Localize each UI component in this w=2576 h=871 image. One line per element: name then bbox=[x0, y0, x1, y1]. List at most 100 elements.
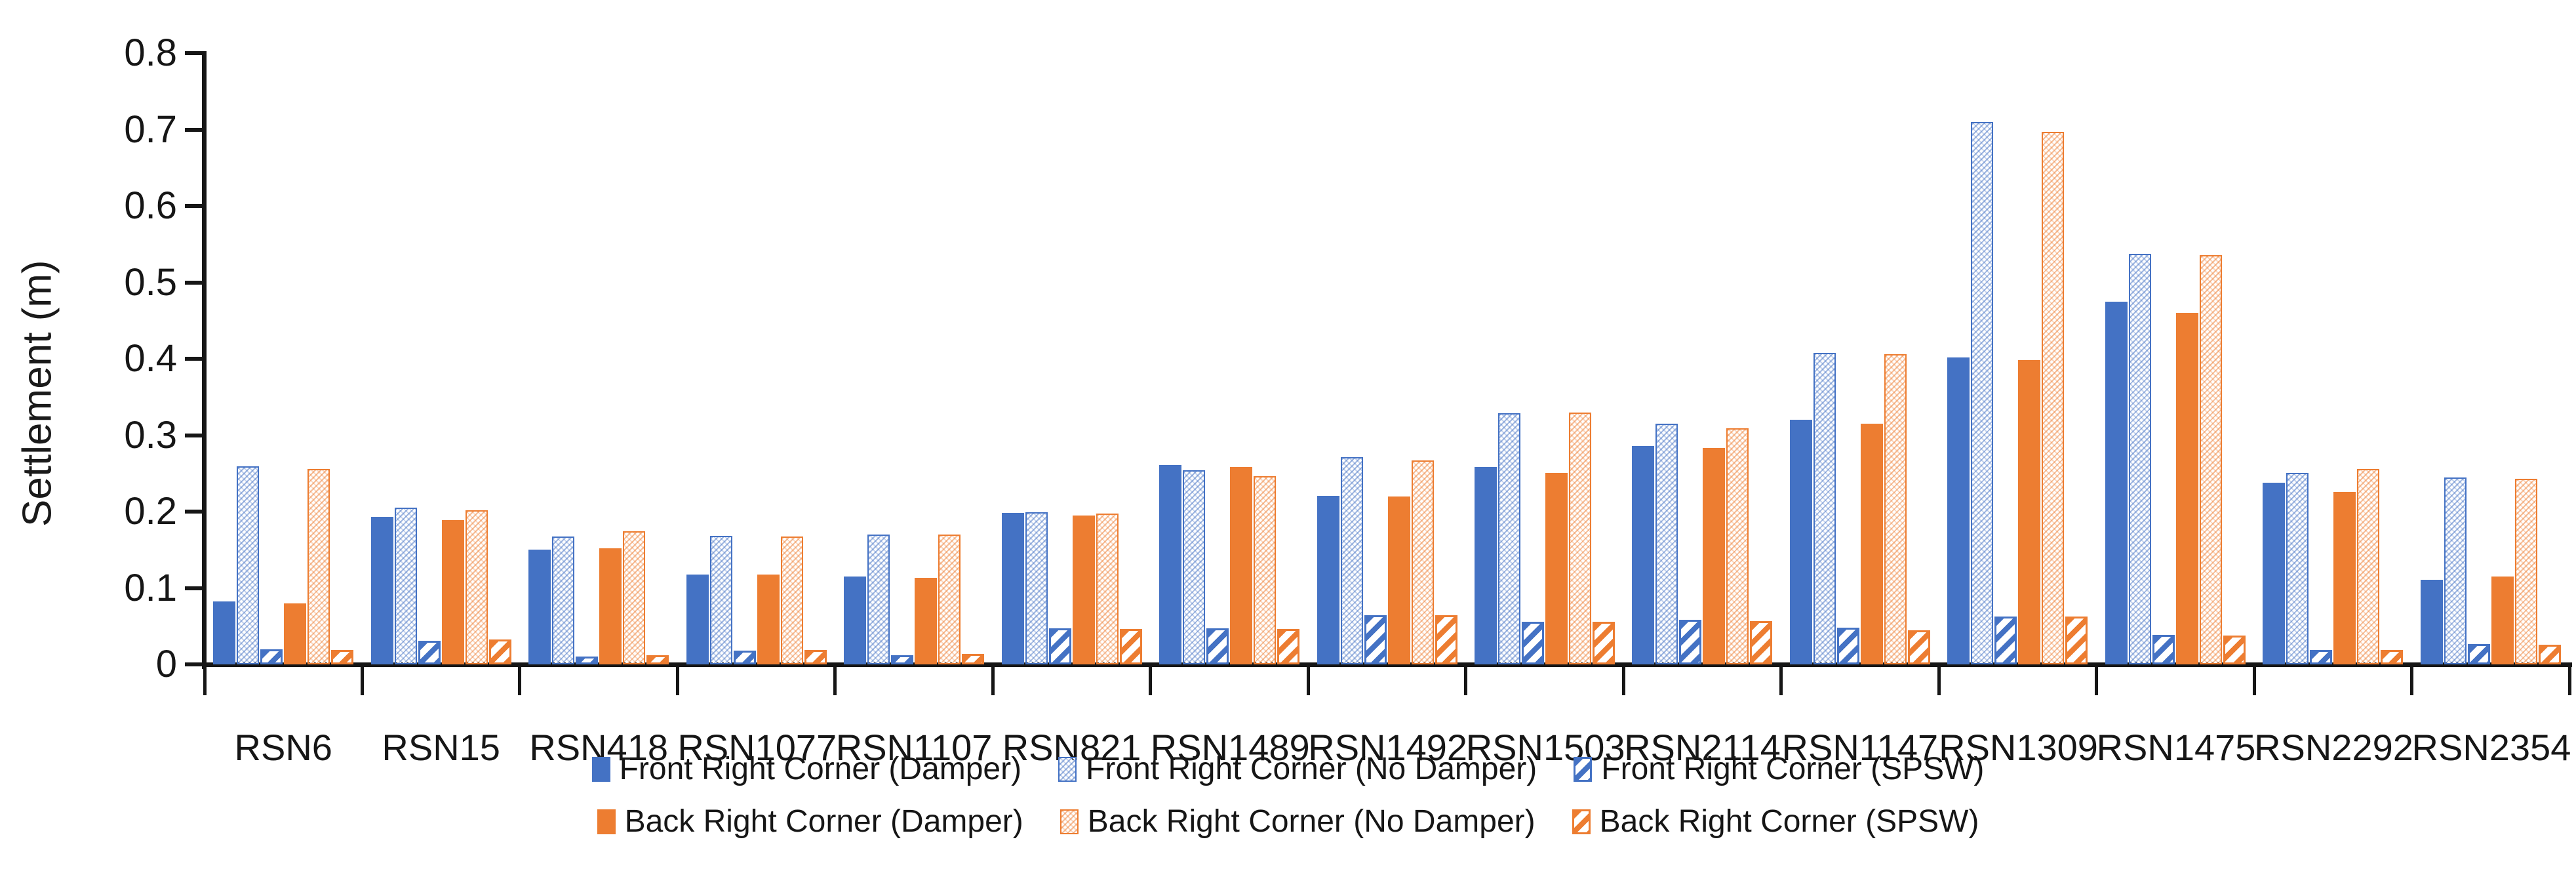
legend: Front Right Corner (Damper) Front Right C… bbox=[0, 752, 2576, 840]
bar bbox=[686, 575, 709, 664]
bar bbox=[1388, 496, 1410, 664]
y-axis-tick bbox=[185, 662, 202, 666]
bar bbox=[2310, 650, 2332, 664]
x-axis-tick bbox=[1779, 666, 1783, 695]
bar bbox=[1025, 512, 1048, 664]
x-axis-tick bbox=[1306, 666, 1310, 695]
bar bbox=[1522, 622, 1544, 664]
y-axis-tick-label: 0.7 bbox=[124, 108, 177, 151]
bar bbox=[962, 654, 984, 664]
bar bbox=[1341, 457, 1363, 664]
bar bbox=[2444, 477, 2467, 664]
bar bbox=[1206, 628, 1229, 664]
bar bbox=[489, 639, 511, 664]
bar bbox=[2176, 313, 2198, 664]
bar bbox=[2223, 636, 2246, 664]
legend-row: Back Right Corner (Damper) Back Right Cor… bbox=[597, 804, 1979, 840]
x-axis-tick bbox=[518, 666, 522, 695]
bar bbox=[646, 655, 669, 664]
x-axis-category-label: RSN1503 bbox=[1465, 727, 1625, 768]
bar bbox=[418, 641, 441, 664]
y-axis-tick-label: 0.5 bbox=[124, 260, 177, 304]
x-axis-tick bbox=[991, 666, 995, 695]
y-axis-tick bbox=[185, 204, 202, 208]
bar bbox=[1498, 413, 1520, 664]
y-axis-tick-label: 0.3 bbox=[124, 413, 177, 456]
x-axis-tick bbox=[1621, 666, 1625, 695]
bar bbox=[1908, 630, 1930, 664]
bar bbox=[260, 649, 283, 664]
bar bbox=[623, 531, 645, 664]
bar bbox=[915, 578, 937, 664]
bar bbox=[2421, 580, 2443, 664]
bar bbox=[2263, 483, 2285, 664]
legend-label: Front Right Corner (SPSW) bbox=[1601, 752, 1985, 786]
x-axis-tick bbox=[2095, 666, 2099, 695]
bar bbox=[2152, 635, 2175, 664]
bar bbox=[284, 603, 306, 664]
y-axis-line bbox=[202, 51, 207, 669]
legend-item: Front Right Corner (SPSW) bbox=[1574, 752, 1984, 787]
x-axis-tick bbox=[1464, 666, 1468, 695]
legend-label: Back Right Corner (Damper) bbox=[624, 804, 1023, 839]
bar bbox=[2539, 645, 2561, 664]
bar bbox=[1726, 428, 1749, 664]
legend-swatch-icon bbox=[1058, 757, 1077, 782]
y-axis-tick bbox=[185, 357, 202, 361]
x-axis-tick bbox=[360, 666, 364, 695]
y-axis-tick bbox=[185, 586, 202, 590]
legend-item: Front Right Corner (Damper) bbox=[591, 752, 1021, 787]
legend-item: Front Right Corner (No Damper) bbox=[1058, 752, 1537, 787]
bar bbox=[1545, 473, 1568, 664]
x-axis-category-label: RSN2114 bbox=[1624, 727, 1781, 768]
x-axis-tick bbox=[2567, 666, 2571, 695]
bar bbox=[2491, 577, 2514, 664]
legend-swatch-icon bbox=[591, 757, 610, 782]
bar bbox=[1096, 514, 1119, 664]
bar bbox=[307, 469, 330, 664]
bar bbox=[466, 510, 488, 664]
bar bbox=[804, 650, 827, 664]
legend-item: Back Right Corner (No Damper) bbox=[1060, 804, 1536, 840]
bar bbox=[1679, 620, 1701, 664]
bar bbox=[2042, 132, 2064, 664]
legend-swatch-icon bbox=[1572, 809, 1591, 834]
y-axis-tick-label: 0.4 bbox=[124, 337, 177, 380]
bar bbox=[1703, 448, 1725, 664]
x-axis-category-label: RSN1107 bbox=[835, 727, 993, 768]
x-axis-tick bbox=[675, 666, 679, 695]
legend-item: Back Right Corner (SPSW) bbox=[1572, 804, 1979, 840]
y-axis-tick-label: 0 bbox=[155, 643, 177, 685]
bar bbox=[2065, 617, 2088, 664]
bar bbox=[1837, 628, 1859, 664]
bar bbox=[552, 537, 574, 664]
x-axis-tick bbox=[1149, 666, 1153, 695]
bar bbox=[528, 550, 551, 664]
x-axis-category-label: RSN1147 bbox=[1781, 727, 1939, 768]
y-axis-tick bbox=[185, 510, 202, 514]
bar bbox=[599, 548, 622, 664]
y-axis-tick bbox=[185, 51, 202, 55]
x-axis-category-label: RSN2354 bbox=[2411, 727, 2571, 768]
x-axis-category-label: RSN1489 bbox=[1150, 727, 1310, 768]
bar bbox=[2381, 650, 2403, 664]
bar bbox=[1994, 617, 2017, 664]
bar bbox=[2018, 360, 2040, 664]
bar bbox=[442, 520, 464, 664]
y-axis-tick-label: 0.6 bbox=[124, 184, 177, 227]
bar bbox=[1002, 513, 1024, 664]
bar bbox=[1947, 357, 1970, 664]
y-axis-tick-label: 0.8 bbox=[124, 31, 177, 74]
bar bbox=[1435, 615, 1457, 664]
legend-swatch-icon bbox=[597, 809, 616, 834]
bar bbox=[1569, 413, 1591, 664]
y-axis-tick-label: 0.1 bbox=[124, 566, 177, 609]
bar bbox=[1120, 629, 1142, 664]
legend-row: Front Right Corner (Damper) Front Right C… bbox=[591, 752, 1984, 787]
x-axis-category-label: RSN2292 bbox=[2254, 727, 2413, 768]
bar bbox=[1317, 496, 1339, 664]
bar bbox=[757, 575, 780, 664]
bar bbox=[2129, 254, 2151, 664]
bar bbox=[1593, 622, 1615, 664]
bar bbox=[2515, 479, 2537, 664]
